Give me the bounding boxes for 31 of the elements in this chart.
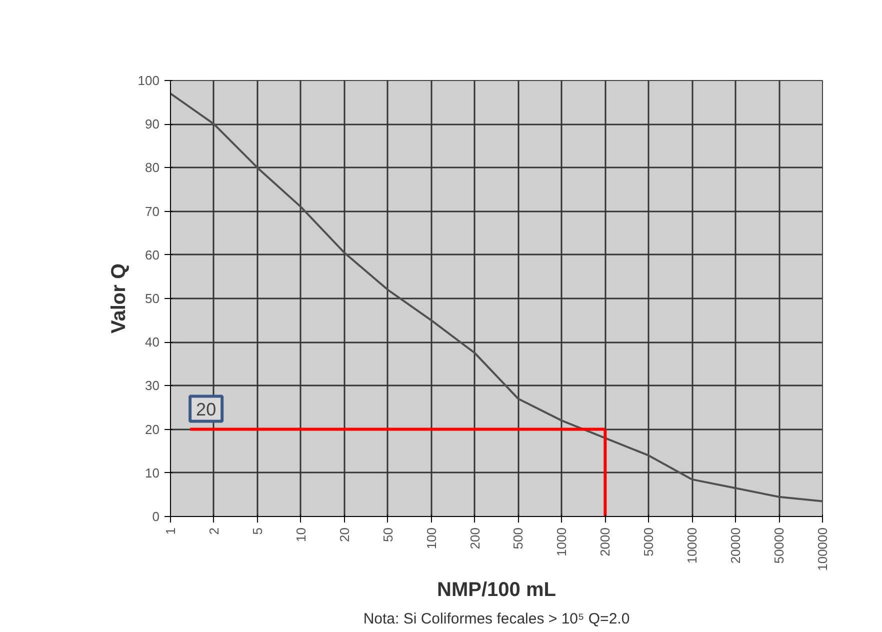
- x-tick-label: 1000: [554, 528, 570, 556]
- x-axis-title: NMP/100 mL: [437, 578, 556, 601]
- y-tick-label: 100: [138, 73, 160, 88]
- y-axis-title: Valor Q: [108, 263, 130, 334]
- y-tick-label: 50: [145, 291, 160, 306]
- x-tick-label: 2: [206, 527, 222, 535]
- x-tick-label: 500: [510, 527, 526, 550]
- x-tick-label: 10: [293, 527, 308, 542]
- y-tick-label: 90: [145, 116, 160, 132]
- x-tick-label: 5000: [641, 528, 656, 556]
- y-tick-label: 10: [145, 465, 160, 480]
- y-tick-label: 0: [152, 509, 160, 524]
- y-tick-label: 40: [145, 334, 160, 350]
- y-tick-label: 80: [145, 160, 160, 176]
- x-tick-label: 2000: [598, 528, 613, 556]
- x-tick-label: 50: [380, 527, 396, 542]
- x-tick-label: 100000: [815, 527, 830, 571]
- ref-line-label: 20: [196, 399, 216, 420]
- x-tick-label: 20000: [728, 527, 744, 564]
- text: Nota: Si Coliformes fecales > 10⁵ Q=2.0: [363, 610, 630, 628]
- x-tick-label: 200: [467, 527, 482, 550]
- y-tick-label: 60: [145, 247, 160, 262]
- x-tick-label: 20: [336, 527, 352, 542]
- x-tick-label: 1: [163, 527, 178, 535]
- y-tick-label: 30: [145, 378, 160, 394]
- x-tick-label: 100: [424, 527, 439, 550]
- y-tick-label: 20: [145, 422, 160, 437]
- y-tick-label: 70: [145, 204, 160, 219]
- x-tick-label: 5: [250, 527, 265, 535]
- x-tick-label: 50000: [772, 527, 787, 564]
- x-tick-label: 10000: [684, 527, 700, 564]
